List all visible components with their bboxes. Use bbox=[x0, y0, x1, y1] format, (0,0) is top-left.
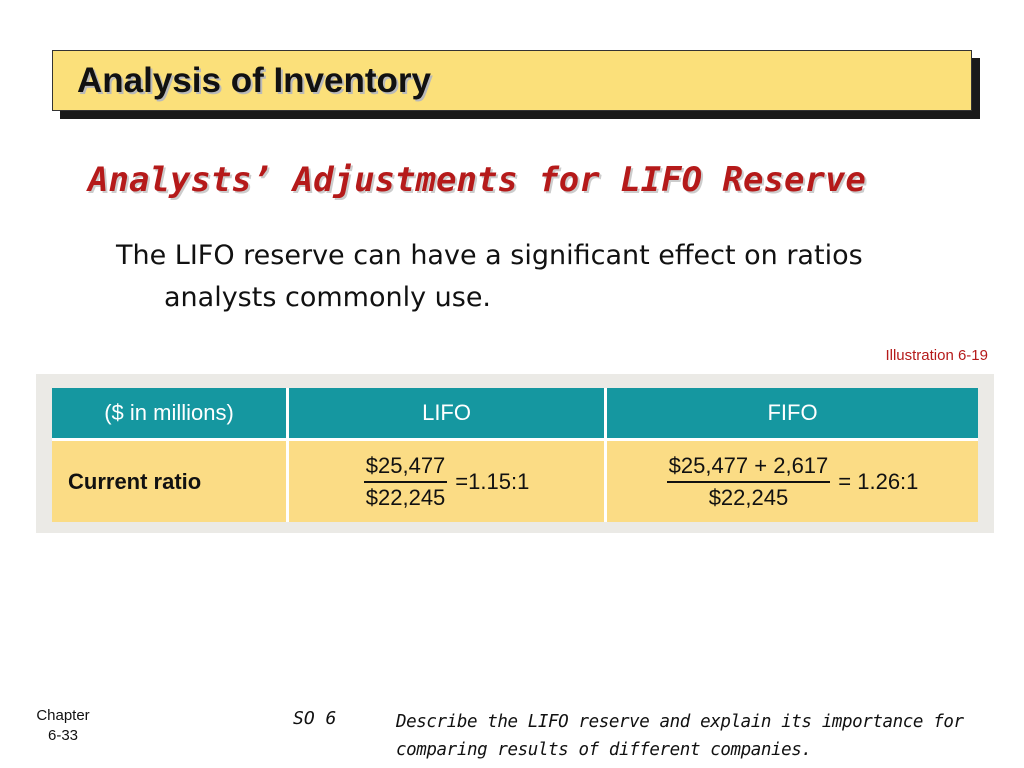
body-line-1: The LIFO reserve can have a significant … bbox=[116, 240, 863, 271]
chapter-page: 6-33 bbox=[47, 727, 79, 744]
header-fifo: FIFO bbox=[605, 388, 978, 441]
slide-subtitle: Analysts’ Adjustments for LIFO Reserve bbox=[88, 160, 866, 200]
ratio-table: ($ in millions) LIFO FIFO Current ratio … bbox=[52, 388, 978, 522]
lifo-numerator: $25,477 bbox=[363, 453, 448, 483]
study-objective-number: SO 6 bbox=[293, 708, 337, 729]
header-units: ($ in millions) bbox=[52, 388, 290, 441]
fifo-result: = 1.26:1 bbox=[838, 468, 919, 494]
table-row: Current ratio $25,477 $22,245 =1.15:1 $2… bbox=[52, 439, 978, 522]
row-label-current-ratio: Current ratio bbox=[52, 439, 290, 522]
fifo-numerator: $25,477 + 2,617 bbox=[666, 453, 831, 483]
fifo-fraction: $25,477 + 2,617 $22,245 bbox=[666, 453, 831, 511]
fifo-denominator: $22,245 bbox=[708, 484, 789, 510]
lifo-result: =1.15:1 bbox=[455, 468, 530, 494]
slide-title: Analysis of Inventory bbox=[77, 61, 431, 100]
header-lifo: LIFO bbox=[287, 388, 608, 441]
fifo-formula: $25,477 + 2,617 $22,245 = 1.26:1 bbox=[608, 453, 977, 511]
lifo-fraction: $25,477 $22,245 bbox=[363, 453, 448, 511]
chapter-text: Chapter bbox=[36, 707, 90, 724]
chapter-label: Chapter 6-33 bbox=[18, 706, 108, 746]
body-line-2: analysts commonly use. bbox=[164, 282, 492, 313]
fifo-formula-cell: $25,477 + 2,617 $22,245 = 1.26:1 bbox=[605, 439, 978, 522]
illustration-label: Illustration 6-19 bbox=[885, 347, 988, 364]
lifo-denominator: $22,245 bbox=[365, 484, 446, 510]
lifo-formula-cell: $25,477 $22,245 =1.15:1 bbox=[287, 439, 608, 522]
table-header-row: ($ in millions) LIFO FIFO bbox=[52, 388, 978, 441]
study-objective-description: Describe the LIFO reserve and explain it… bbox=[396, 712, 964, 760]
body-paragraph: The LIFO reserve can have a significant … bbox=[116, 235, 976, 319]
title-box: Analysis of Inventory bbox=[52, 50, 972, 111]
lifo-formula: $25,477 $22,245 =1.15:1 bbox=[290, 453, 603, 511]
